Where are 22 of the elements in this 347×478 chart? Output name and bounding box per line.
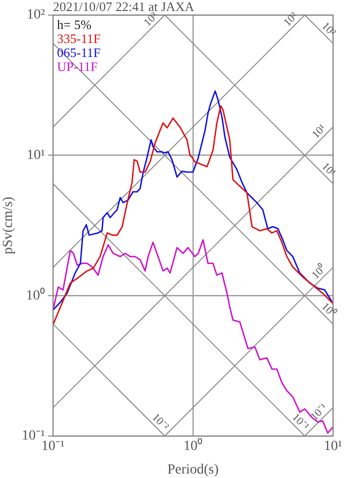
text: 10⁻² — [150, 411, 172, 434]
x-tick-label: 10⁰ — [184, 438, 202, 454]
text: 10² — [282, 10, 301, 29]
text: 10² — [319, 20, 338, 40]
text: 10³ — [142, 10, 161, 29]
text: 10⁰ — [318, 300, 339, 320]
annotation: h= 5% — [57, 16, 92, 32]
y-axis-title: pSv(cm/s) — [1, 196, 16, 254]
text: 10¹ — [319, 160, 338, 180]
y-tick-label: 10⁰ — [26, 287, 45, 304]
x-tick-label: 10¹ — [324, 439, 342, 454]
text: 10⁰ — [308, 262, 329, 282]
y-tick-label: 10¹ — [26, 148, 45, 164]
text: 335-11F — [57, 30, 101, 46]
x-axis-title: Period(s) — [167, 462, 219, 478]
text: 10¹ — [310, 122, 328, 141]
text: 065-11F — [57, 44, 101, 60]
y-tick-label: 10² — [26, 8, 45, 23]
x-tick-label: 10⁻¹ — [41, 439, 65, 454]
text: 10⁻¹ — [290, 411, 311, 433]
text: 10⁻¹ — [308, 402, 330, 423]
text: UP-11F — [57, 58, 98, 74]
